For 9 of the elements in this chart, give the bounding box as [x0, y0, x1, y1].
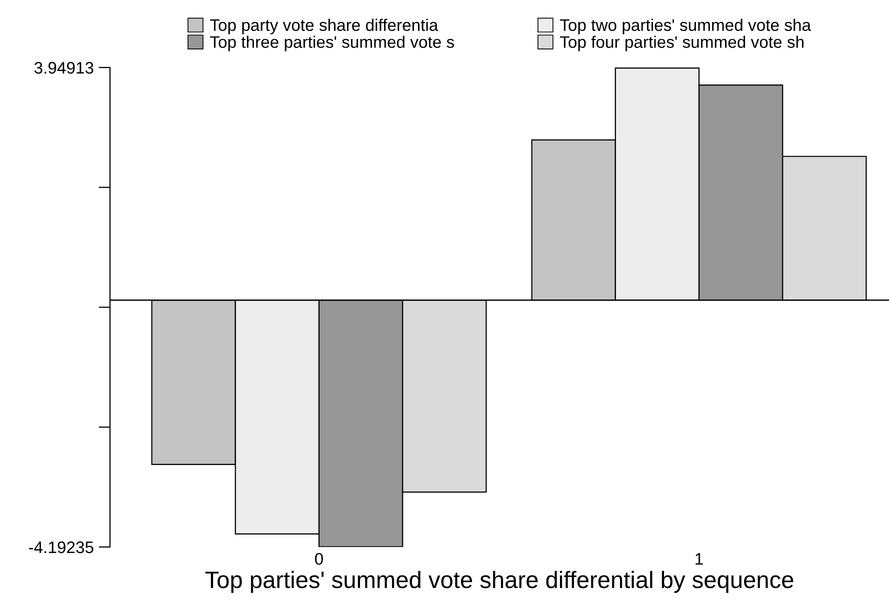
x-tick-label: 0 — [315, 552, 323, 565]
legend-label: Top party vote share differentia — [210, 18, 438, 34]
y-tick-label: -4.19235 — [28, 541, 94, 554]
legend-label: Top four parties' summed vote sh — [560, 36, 804, 52]
x-tick-label: 1 — [696, 553, 703, 565]
legend-label: Top two parties' summed vote sha — [560, 18, 812, 34]
legend-label: Top three parties' summed vote s — [210, 36, 454, 52]
x-axis-title: Top parties' summed vote share differential by sequence — [205, 570, 794, 593]
y-tick-label: 3.94913 — [34, 62, 94, 74]
